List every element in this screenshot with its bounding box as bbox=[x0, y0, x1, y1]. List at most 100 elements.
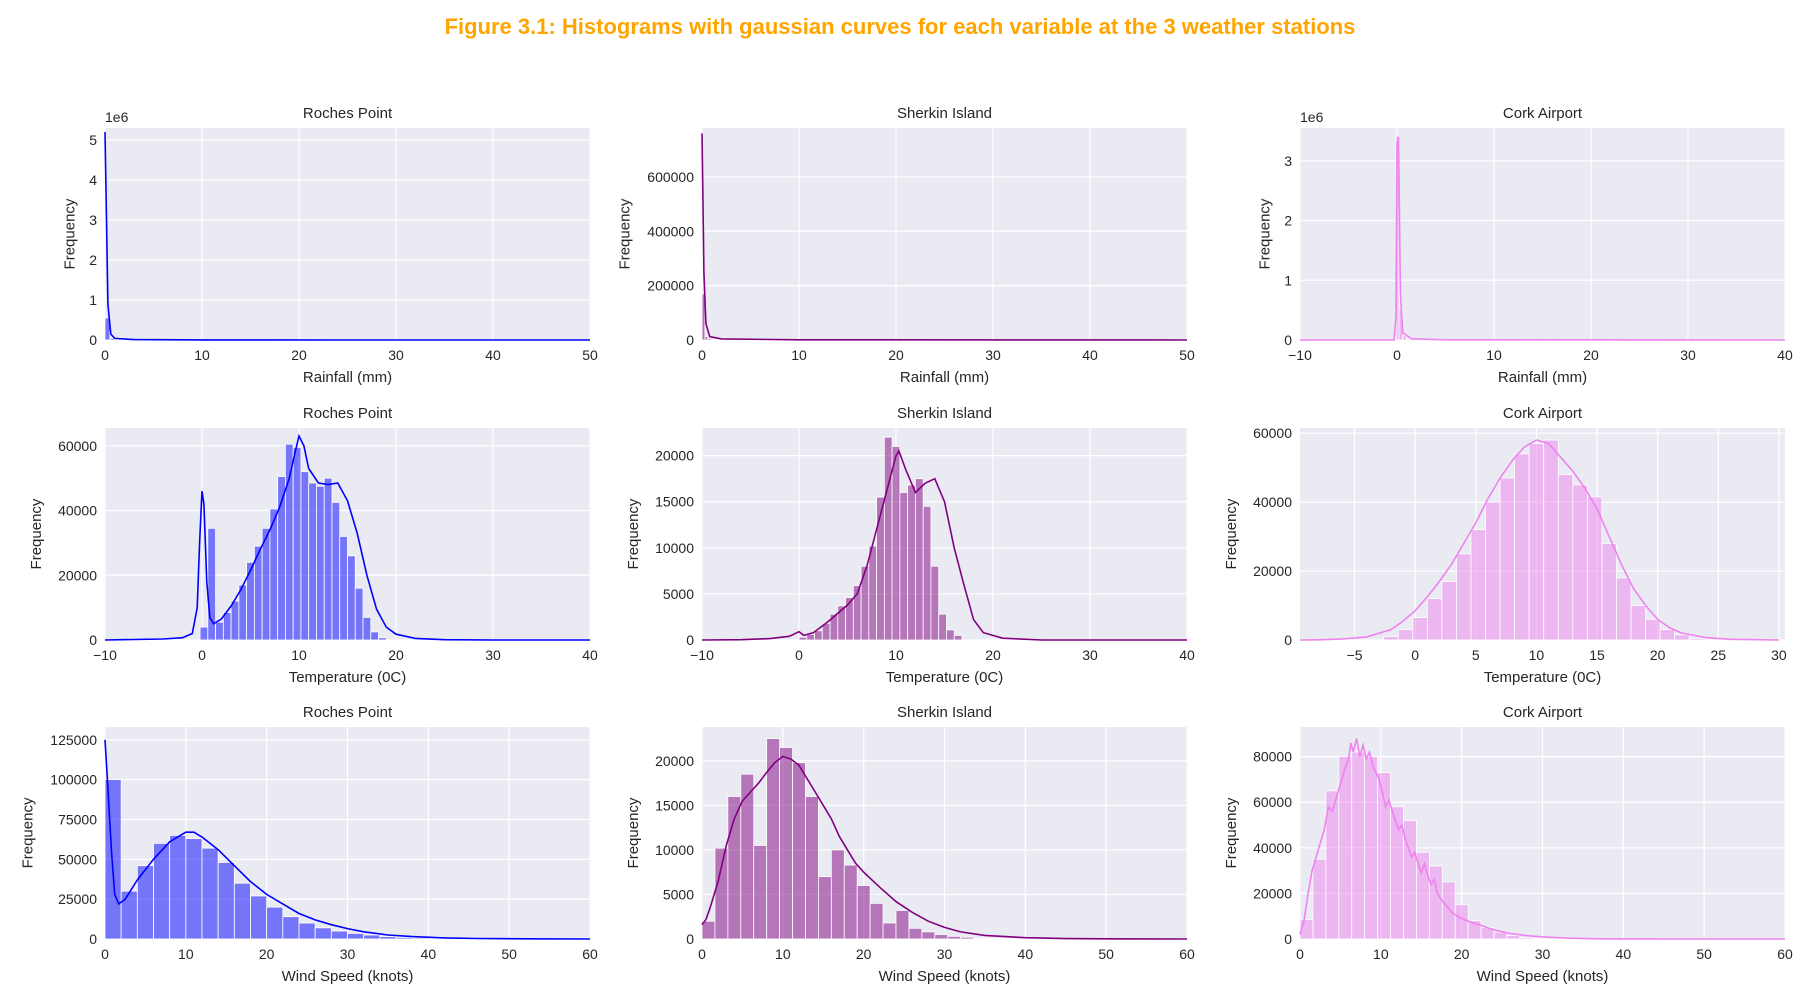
histogram-bar bbox=[363, 934, 381, 940]
x-tick-label: 10 bbox=[178, 946, 194, 962]
histogram-bar bbox=[199, 626, 209, 641]
y-tick-label: 20000 bbox=[1253, 885, 1292, 901]
histogram-bar bbox=[230, 600, 240, 641]
x-tick-label: 0 bbox=[101, 946, 109, 962]
y-tick-label: 25000 bbox=[58, 891, 97, 907]
x-tick-label: 40 bbox=[1616, 946, 1632, 962]
histogram-bar bbox=[1645, 618, 1661, 641]
y-tick-label: 0 bbox=[89, 931, 97, 947]
x-tick-label: 10 bbox=[1486, 347, 1502, 363]
y-tick-label: 40000 bbox=[1253, 494, 1292, 510]
histogram-bar bbox=[953, 634, 963, 641]
histogram-bar bbox=[362, 616, 372, 641]
x-axis-label: Temperature (0C) bbox=[289, 669, 407, 686]
x-tick-label: 10 bbox=[1529, 647, 1545, 663]
histogram-bar bbox=[169, 834, 187, 940]
histogram-bar bbox=[246, 561, 255, 641]
y-tick-label: 20000 bbox=[58, 567, 97, 583]
y-tick-label: 1 bbox=[1284, 272, 1292, 288]
subplot-title: Roches Point bbox=[303, 405, 393, 422]
histogram-bar bbox=[701, 920, 716, 940]
y-tick-label: 20000 bbox=[655, 753, 694, 769]
y-tick-label: 2 bbox=[1284, 213, 1292, 229]
x-tick-label: 0 bbox=[698, 946, 706, 962]
histogram-bar bbox=[1674, 634, 1690, 641]
kde-curve bbox=[1299, 738, 1785, 940]
y-tick-label: 100000 bbox=[50, 772, 97, 788]
histogram-bar bbox=[300, 471, 310, 641]
histogram-bar bbox=[217, 862, 235, 940]
plot-area bbox=[702, 428, 1187, 640]
y-tick-label: 20000 bbox=[1253, 563, 1292, 579]
x-tick-label: 40 bbox=[421, 946, 437, 962]
histogram-bar bbox=[395, 937, 413, 940]
x-tick-label: 40 bbox=[1777, 347, 1793, 363]
histogram-bar bbox=[707, 337, 713, 341]
histogram-bar bbox=[891, 446, 901, 641]
histogram-bar bbox=[1493, 931, 1508, 940]
x-tick-label: 0 bbox=[698, 347, 706, 363]
x-tick-label: 50 bbox=[582, 347, 598, 363]
histogram-bar bbox=[339, 536, 348, 641]
x-axis-label: Wind Speed (knots) bbox=[1477, 968, 1609, 985]
histogram-bar bbox=[1383, 636, 1399, 641]
x-tick-label: 40 bbox=[1082, 347, 1098, 363]
x-axis-label: Temperature (0C) bbox=[886, 669, 1004, 686]
histogram-bar bbox=[292, 447, 302, 641]
y-tick-label: 0 bbox=[1284, 931, 1292, 947]
y-tick-label: 2 bbox=[89, 252, 97, 268]
histogram-bar bbox=[1351, 751, 1366, 940]
y-axis-label: Frequency bbox=[617, 198, 634, 269]
y-tick-label: 15000 bbox=[655, 494, 694, 510]
y-tick-label: 60000 bbox=[1253, 425, 1292, 441]
y-tick-label: 3 bbox=[1284, 153, 1292, 169]
histogram-bar bbox=[354, 587, 364, 641]
x-tick-label: −10 bbox=[1288, 347, 1312, 363]
histogram-bar bbox=[883, 436, 893, 641]
histogram-bar bbox=[378, 637, 387, 641]
y-tick-label: 0 bbox=[1284, 332, 1292, 348]
histogram-bar bbox=[843, 864, 858, 940]
histogram-bar bbox=[1402, 335, 1408, 341]
y-tick-label: 75000 bbox=[58, 811, 97, 827]
histogram-bar bbox=[908, 927, 923, 940]
histogram-bar bbox=[261, 527, 271, 641]
x-tick-label: 20 bbox=[1454, 946, 1470, 962]
kde-curve bbox=[1299, 439, 1779, 641]
x-axis-label: Temperature (0C) bbox=[1484, 669, 1602, 686]
histogram-bar bbox=[1506, 934, 1521, 940]
histogram-bar bbox=[814, 630, 823, 641]
histogram-bar bbox=[915, 478, 924, 641]
histogram-bar bbox=[411, 937, 429, 940]
x-tick-label: 30 bbox=[485, 647, 501, 663]
x-axis-label: Rainfall (mm) bbox=[1498, 369, 1587, 386]
x-tick-label: 50 bbox=[1696, 946, 1712, 962]
histogram-bar bbox=[1616, 577, 1632, 641]
x-tick-label: −10 bbox=[93, 647, 117, 663]
histogram-bar bbox=[895, 910, 910, 940]
x-tick-label: 20 bbox=[888, 347, 904, 363]
histogram-bar bbox=[779, 747, 793, 940]
x-tick-label: 10 bbox=[775, 946, 791, 962]
y-tick-label: 50000 bbox=[58, 851, 97, 867]
y-tick-label: 200000 bbox=[647, 278, 694, 294]
y-axis-label: Frequency bbox=[625, 498, 642, 569]
histogram-bar bbox=[899, 492, 909, 641]
subplot-8: 0 10 20 30 40 50 60 0 5000 10000 15000 20000 Sherkin… bbox=[625, 704, 1195, 985]
x-tick-label: 0 bbox=[1296, 946, 1304, 962]
subplot-7: 0 10 20 30 40 50 60 0 25000 50000 75000 100000 12500… bbox=[20, 704, 598, 985]
histogram-bar bbox=[1557, 474, 1574, 641]
x-tick-label: 60 bbox=[1179, 946, 1195, 962]
y-tick-label: 5000 bbox=[663, 886, 694, 902]
y-tick-label: 5 bbox=[89, 132, 97, 148]
x-tick-label: 20 bbox=[259, 946, 275, 962]
x-tick-label: 20 bbox=[856, 946, 872, 962]
y-tick-label: 60000 bbox=[58, 438, 97, 454]
y-tick-label: 4 bbox=[89, 172, 97, 188]
histogram-bar bbox=[1572, 484, 1588, 641]
histogram-bar bbox=[104, 779, 122, 940]
x-tick-label: 30 bbox=[985, 347, 1001, 363]
x-tick-label: 0 bbox=[101, 347, 109, 363]
